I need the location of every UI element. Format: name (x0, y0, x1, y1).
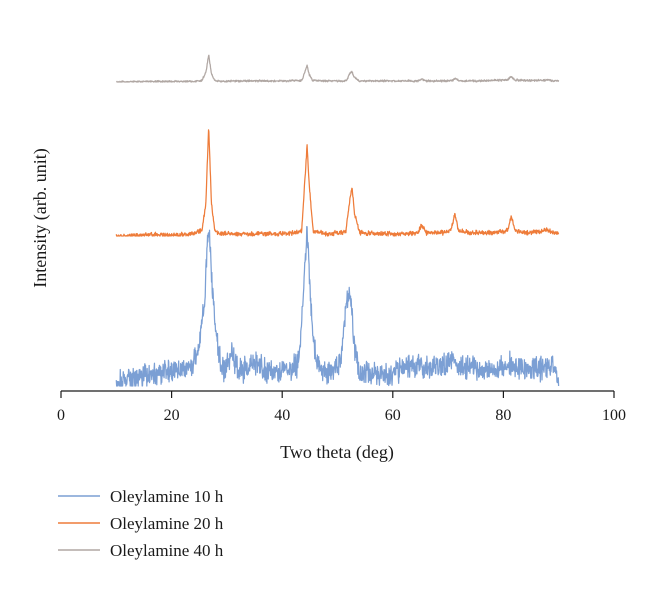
x-axis-label: Two theta (deg) (280, 442, 394, 463)
legend: Oleylamine 10 h Oleylamine 20 h Oleylamine… (58, 487, 224, 560)
x-tick-label: 100 (602, 407, 626, 424)
x-tick-label: 20 (164, 407, 180, 424)
series-line-2 (115, 129, 560, 237)
legend-label-1: Oleylamine 10 h (110, 487, 224, 506)
x-ticks: 0 20 40 60 80 100 (57, 391, 626, 424)
x-tick-label: 60 (385, 407, 401, 424)
series-line-3 (116, 54, 560, 83)
x-tick-label: 40 (274, 407, 290, 424)
y-axis-label: Intensity (arb. unit) (30, 148, 51, 287)
series-line-1 (115, 225, 560, 387)
x-tick-label: 0 (57, 407, 65, 424)
legend-label-2: Oleylamine 20 h (110, 514, 224, 533)
x-tick-label: 80 (495, 407, 511, 424)
legend-label-3: Oleylamine 40 h (110, 541, 224, 560)
plot-series (115, 54, 560, 387)
